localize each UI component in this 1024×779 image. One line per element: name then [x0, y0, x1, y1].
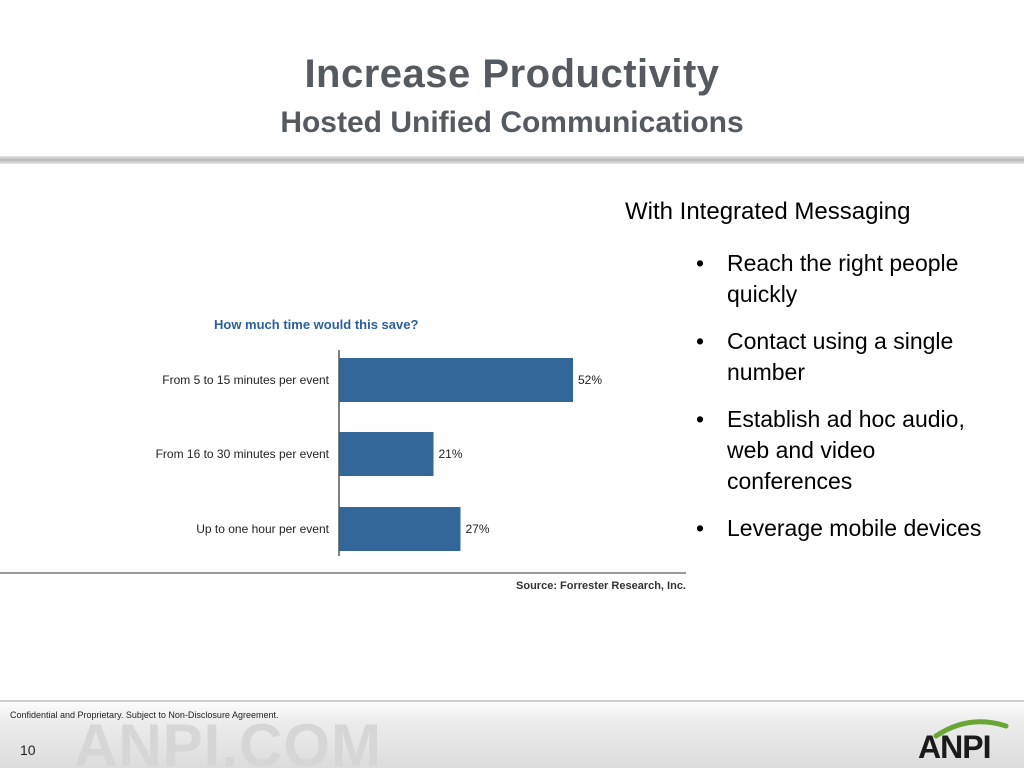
bullet-icon: • — [696, 406, 705, 432]
feature-text: Establish ad hoc audio, web and video co… — [727, 406, 965, 494]
chart-container: How much time would this save? From 5 to … — [0, 300, 700, 600]
feature-text: Leverage mobile devices — [727, 515, 982, 541]
logo-arc — [933, 719, 1009, 739]
feature-item: • Reach the right people quickly — [696, 248, 996, 310]
bar-chart: How much time would this save? From 5 to … — [0, 317, 686, 592]
bullet-icon: • — [696, 328, 705, 354]
bar — [339, 507, 461, 551]
feature-text: Reach the right people quickly — [727, 250, 959, 307]
chart-source: Source: Forrester Research, Inc. — [516, 580, 686, 592]
bar — [339, 358, 573, 402]
bullet-icon: • — [696, 250, 705, 276]
feature-item: • Establish ad hoc audio, web and video c… — [696, 404, 996, 497]
watermark: ANPI.COM — [74, 712, 382, 779]
data-label: 21% — [439, 447, 463, 461]
data-label: 27% — [466, 522, 490, 536]
footer-band — [0, 700, 1024, 768]
bullet-icon: • — [696, 515, 705, 541]
footer-divider — [0, 700, 1024, 702]
feature-item: • Leverage mobile devices — [696, 513, 996, 544]
feature-text: Contact using a single number — [727, 328, 954, 385]
category-label: From 16 to 30 minutes per event — [156, 447, 330, 461]
category-label: From 5 to 15 minutes per event — [162, 373, 329, 387]
feature-item: • Contact using a single number — [696, 326, 996, 388]
slide-title: Increase Productivity — [304, 52, 720, 96]
page-number: 10 — [20, 742, 36, 758]
confidentiality-notice: Confidential and Proprietary. Subject to… — [10, 710, 279, 720]
anpi-logo: ANPI — [918, 719, 1009, 762]
feature-list: • Reach the right people quickly • Contact… — [696, 248, 996, 560]
logo-text: ANPI — [918, 729, 990, 762]
header-divider — [0, 156, 1024, 164]
slide-subtitle: Hosted Unified Communications — [280, 106, 744, 139]
messaging-heading: With Integrated Messaging — [625, 198, 911, 225]
data-label: 52% — [578, 373, 602, 387]
bar — [339, 432, 434, 476]
category-label: Up to one hour per event — [196, 522, 329, 536]
chart-title: How much time would this save? — [214, 317, 418, 332]
